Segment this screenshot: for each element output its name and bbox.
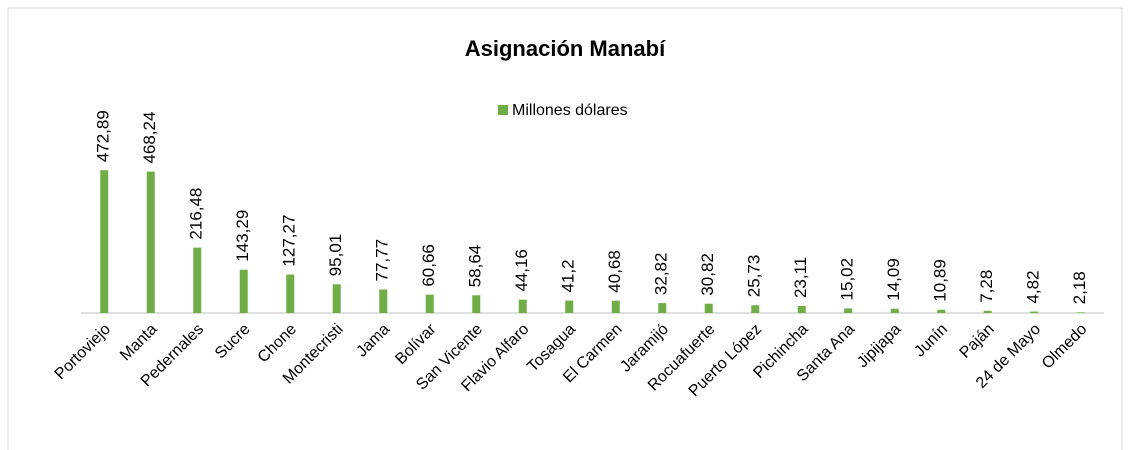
bar [1076,312,1085,313]
bar [239,269,248,313]
bar [844,308,853,313]
data-label: 41,2 [559,259,578,292]
data-label: 468,24 [140,112,159,164]
bar [518,299,527,313]
data-label: 472,89 [94,110,113,162]
x-tick-label: Manta [117,321,161,365]
x-tick-label: Chone [255,321,300,366]
data-label: 127,27 [280,215,299,267]
x-tick-label: Jama [353,321,393,361]
data-label: 15,02 [838,258,857,301]
legend-swatch [498,105,508,115]
bar [286,274,295,313]
data-label: 40,68 [605,250,624,293]
data-label: 30,82 [698,253,717,296]
bar [100,170,109,313]
data-label: 60,66 [419,244,438,287]
chart-border [7,7,1123,450]
bar [983,310,992,313]
bar [379,289,388,313]
bar [704,303,713,313]
bar [1030,311,1039,313]
bar [472,295,481,313]
data-label: 2,18 [1070,271,1089,304]
data-label: 32,82 [652,253,671,296]
data-label: 4,82 [1024,270,1043,303]
bar [797,306,806,313]
bar [193,247,202,313]
data-label: 95,01 [326,234,345,277]
data-label: 23,11 [791,257,810,298]
chart-title: Asignación Manabí [465,36,666,61]
data-label: 58,64 [466,245,485,288]
x-tick-label: Junín [911,321,951,361]
data-label: 44,16 [512,249,531,292]
bar [146,171,155,313]
legend-label: Millones dólares [512,102,628,119]
data-label: 10,89 [931,259,950,302]
data-label: 14,09 [884,258,903,301]
data-label: 7,28 [977,270,996,303]
bar [937,309,946,313]
bar [658,303,667,313]
bar [751,305,760,313]
data-label: 216,48 [187,188,206,240]
bar [565,300,574,313]
x-tick-label: Portoviejo [52,321,114,383]
data-label: 25,73 [745,255,764,298]
x-tick-label: Jipijapa [854,321,904,371]
bar [425,294,434,313]
x-tick-label: Sucre [212,321,254,363]
x-tick-label: Paján [957,321,998,362]
data-label: 143,29 [233,210,252,262]
bar [332,284,341,313]
bar [611,300,620,313]
data-label: 77,77 [373,239,392,282]
x-tick-label: Olmedo [1039,321,1091,373]
bar [890,308,899,313]
